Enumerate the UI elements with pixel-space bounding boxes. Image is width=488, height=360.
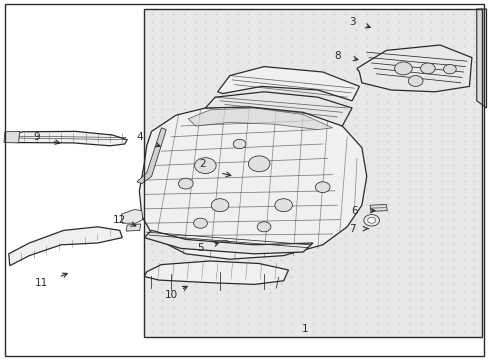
Polygon shape bbox=[4, 131, 20, 143]
Bar bbox=[144, 9, 481, 337]
Circle shape bbox=[367, 217, 375, 223]
Polygon shape bbox=[205, 92, 351, 126]
Polygon shape bbox=[144, 230, 312, 254]
Circle shape bbox=[178, 178, 193, 189]
Polygon shape bbox=[139, 106, 366, 259]
Text: 1: 1 bbox=[302, 324, 308, 334]
Circle shape bbox=[194, 158, 216, 174]
Circle shape bbox=[233, 139, 245, 149]
Circle shape bbox=[257, 222, 270, 232]
Text: 8: 8 bbox=[333, 51, 340, 61]
Polygon shape bbox=[217, 67, 359, 101]
Text: 2: 2 bbox=[199, 159, 206, 169]
Polygon shape bbox=[356, 45, 471, 92]
Text: 6: 6 bbox=[350, 206, 357, 216]
Text: 9: 9 bbox=[33, 132, 40, 142]
Text: 7: 7 bbox=[348, 224, 355, 234]
Polygon shape bbox=[9, 227, 122, 266]
Circle shape bbox=[443, 64, 455, 74]
Polygon shape bbox=[188, 108, 332, 130]
Circle shape bbox=[193, 218, 207, 228]
Text: 10: 10 bbox=[164, 290, 177, 300]
Text: 11: 11 bbox=[35, 278, 48, 288]
Circle shape bbox=[315, 182, 329, 193]
Polygon shape bbox=[121, 210, 142, 223]
Polygon shape bbox=[126, 224, 141, 231]
Circle shape bbox=[363, 215, 379, 226]
Text: 3: 3 bbox=[348, 17, 355, 27]
Circle shape bbox=[407, 76, 422, 86]
Text: 4: 4 bbox=[136, 132, 142, 142]
Circle shape bbox=[219, 240, 230, 249]
Text: 12: 12 bbox=[113, 215, 126, 225]
Circle shape bbox=[274, 199, 292, 212]
Text: 5: 5 bbox=[197, 243, 203, 253]
Bar bbox=[144, 9, 481, 337]
Circle shape bbox=[394, 62, 411, 75]
Polygon shape bbox=[6, 131, 127, 146]
Circle shape bbox=[420, 63, 434, 74]
Circle shape bbox=[211, 199, 228, 212]
Polygon shape bbox=[476, 9, 486, 108]
Polygon shape bbox=[137, 128, 166, 184]
Polygon shape bbox=[369, 204, 386, 211]
Circle shape bbox=[248, 156, 269, 172]
Polygon shape bbox=[144, 261, 288, 284]
